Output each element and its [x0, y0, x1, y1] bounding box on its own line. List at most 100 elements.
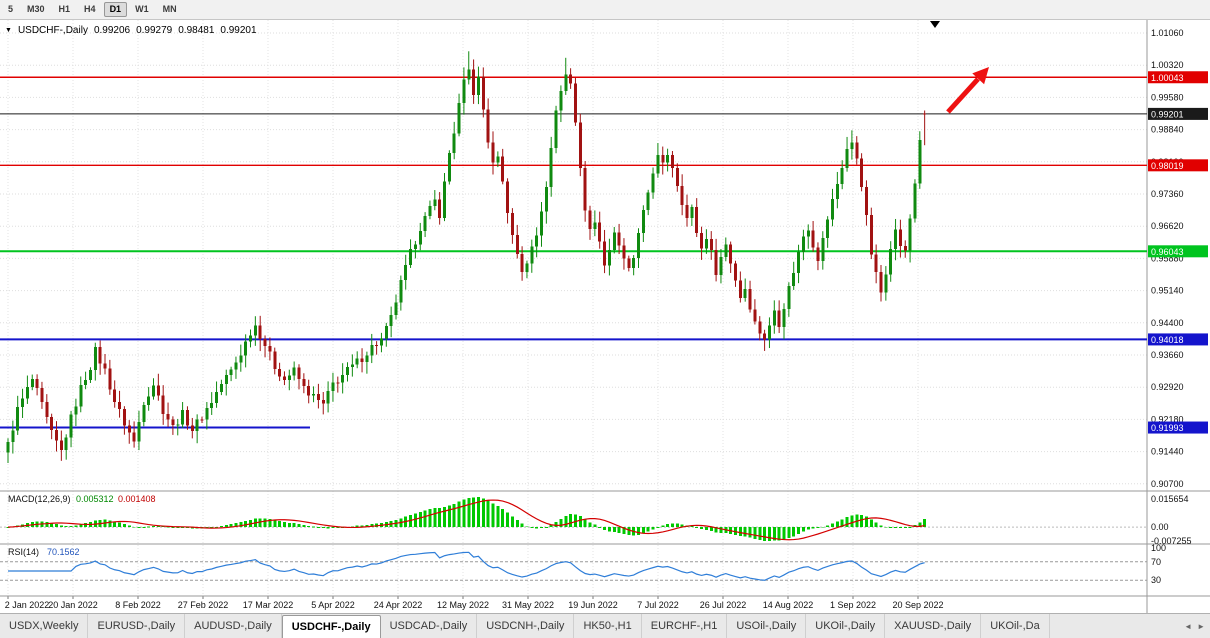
candle-body: [418, 231, 422, 245]
candle-body: [200, 419, 204, 421]
candle-body: [501, 156, 505, 182]
y-axis-tick-label: 0.96620: [1151, 221, 1184, 231]
candle-body: [375, 344, 379, 346]
macd-value-main: 0.005312: [76, 494, 114, 504]
symbol-tab[interactable]: XAUUSD-,Daily: [885, 614, 982, 638]
candle-body: [355, 358, 359, 365]
symbol-tab[interactable]: AUDUSD-,Daily: [185, 614, 282, 638]
tab-scroll-right-icon[interactable]: ►: [1197, 621, 1205, 631]
macd-histogram-bar: [113, 521, 117, 528]
candle-body: [224, 375, 228, 384]
macd-histogram-bar: [122, 523, 126, 528]
candle-body: [729, 244, 733, 264]
candle-body: [452, 133, 456, 154]
trend-arrow-head-icon[interactable]: [972, 67, 989, 85]
macd-histogram-bar: [656, 527, 660, 528]
candle-body: [59, 440, 63, 450]
y-axis-tick-label: 0.93660: [1151, 350, 1184, 360]
candle-body: [25, 387, 29, 399]
macd-histogram-bar: [734, 527, 737, 535]
macd-histogram-bar: [336, 527, 340, 528]
candle-body: [908, 218, 912, 251]
candle-body: [806, 230, 810, 237]
candle-body: [666, 154, 670, 163]
candle-body: [481, 76, 485, 110]
chart-shift-marker-icon[interactable]: [930, 21, 940, 28]
y-axis-tick-label: 0.95880: [1151, 253, 1184, 263]
symbol-tab[interactable]: UKOil-,Daily: [806, 614, 886, 638]
macd-histogram-bar: [593, 524, 597, 528]
candle-body: [127, 425, 131, 433]
tab-scroll-buttons: ◄ ►: [1181, 614, 1208, 638]
macd-histogram-bar: [923, 519, 927, 528]
symbol-tab[interactable]: USOil-,Daily: [727, 614, 807, 638]
candle-body: [98, 347, 102, 364]
candle-body: [690, 207, 694, 218]
timeframe-button-m30[interactable]: M30: [27, 4, 45, 14]
candle-body: [302, 379, 306, 387]
candle-body: [273, 351, 277, 369]
timeframe-button-h1[interactable]: H1: [58, 4, 71, 14]
candle-body: [384, 325, 388, 339]
candle-body: [767, 325, 771, 340]
candle-body: [685, 205, 689, 218]
macd-histogram-bar: [234, 522, 238, 528]
macd-histogram-bar: [772, 527, 776, 541]
timeframe-button-w1[interactable]: W1: [135, 4, 149, 14]
x-axis-date-label: 19 Jun 2022: [568, 600, 618, 610]
macd-histogram-bar: [287, 522, 291, 528]
y-axis-tick-label: 1.00320: [1151, 60, 1184, 70]
symbol-tab[interactable]: USDCNH-,Daily: [477, 614, 575, 638]
symbol-tab[interactable]: EURUSD-,Daily: [88, 614, 186, 638]
symbol-tab[interactable]: UKOil-,Da: [981, 614, 1050, 638]
symbol-tab[interactable]: USDCHF-,Daily: [281, 615, 381, 638]
timeframe-button-d1[interactable]: D1: [103, 2, 128, 17]
ohlc-close: 0.99201: [220, 25, 257, 36]
candle-body: [869, 214, 873, 255]
candle-body: [472, 69, 476, 95]
macd-histogram-bar: [443, 507, 446, 528]
macd-histogram-bar: [617, 527, 621, 534]
candle-body: [695, 207, 699, 233]
macd-histogram-bar: [826, 525, 830, 528]
x-axis-date-label: 17 Mar 2022: [243, 600, 294, 610]
candle-body: [30, 378, 34, 388]
ohlc-open: 0.99206: [93, 25, 131, 36]
symbol-tab[interactable]: EURCHF-,H1: [642, 614, 728, 638]
macd-histogram-bar: [869, 519, 873, 528]
macd-histogram-bar: [215, 526, 219, 528]
macd-histogram-bar: [797, 527, 801, 535]
macd-histogram-bar: [690, 526, 694, 528]
candle-body: [190, 425, 194, 432]
candle-body: [680, 186, 684, 206]
candle-body: [399, 279, 403, 303]
x-axis-date-label: 8 Feb 2022: [115, 600, 161, 610]
macd-histogram-bar: [661, 525, 665, 528]
candle-body: [603, 241, 607, 266]
candle-body: [758, 321, 762, 334]
symbol-tab[interactable]: HK50-,H1: [574, 614, 642, 638]
candle-body: [753, 309, 757, 322]
candle-body: [506, 181, 510, 214]
candle-body: [118, 402, 122, 409]
timeframe-button-5[interactable]: 5: [8, 4, 14, 14]
candle-body: [797, 252, 801, 273]
tab-scroll-left-icon[interactable]: ◄: [1184, 621, 1193, 631]
candle-body: [884, 274, 888, 293]
macd-histogram-bar: [147, 526, 151, 528]
symbol-dropdown-icon[interactable]: ▼: [5, 27, 12, 34]
timeframe-button-mn[interactable]: MN: [162, 4, 177, 14]
timeframe-button-h4[interactable]: H4: [84, 4, 96, 14]
candle-body: [491, 142, 495, 163]
macd-histogram-bar: [554, 521, 558, 528]
macd-histogram-bar: [637, 527, 640, 535]
chart-symbol-label: USDCHF-,Daily: [17, 25, 88, 36]
macd-histogram-bar: [515, 520, 519, 528]
symbol-tab[interactable]: USDCAD-,Daily: [381, 614, 478, 638]
candle-body: [559, 90, 563, 111]
symbol-tab[interactable]: USDX,Weekly: [0, 614, 89, 638]
macd-histogram-bar: [278, 521, 282, 528]
macd-histogram-bar: [84, 523, 88, 528]
trend-arrow-shaft[interactable]: [946, 77, 980, 114]
